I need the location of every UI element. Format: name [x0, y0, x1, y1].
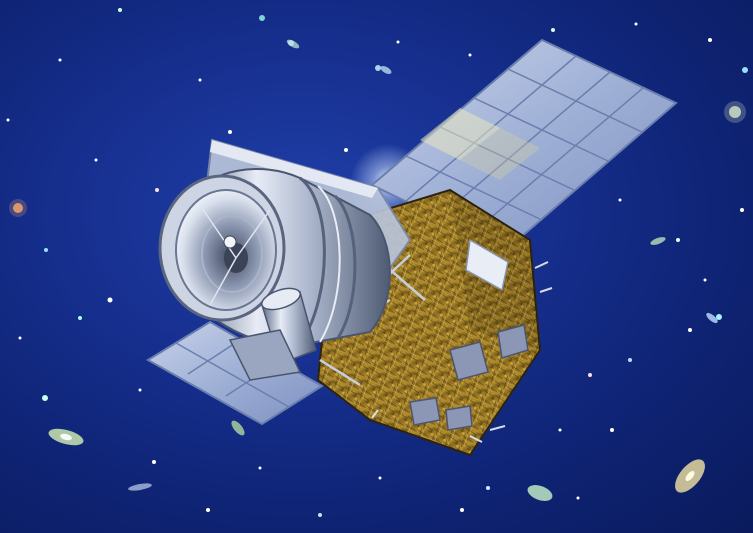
- instrument-module: [228, 287, 317, 381]
- starfield: [6, 8, 748, 517]
- telescope-tube: [158, 167, 391, 347]
